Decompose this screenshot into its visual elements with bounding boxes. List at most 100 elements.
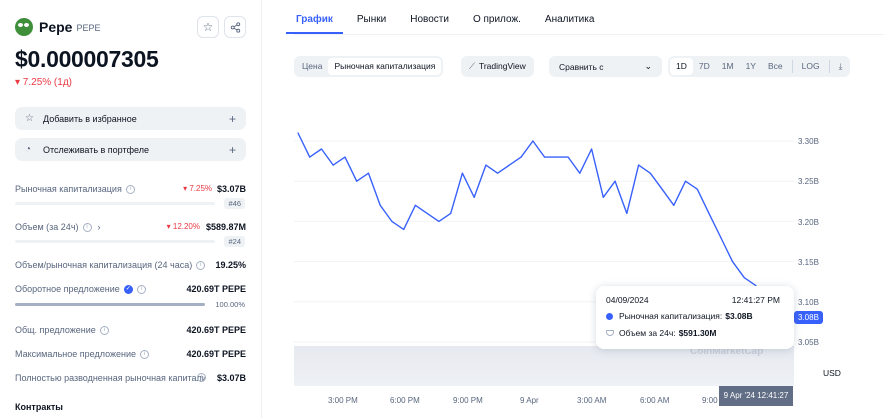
max-supply-label: Максимальное предложение [15, 349, 137, 359]
data-point [520, 156, 522, 158]
tab-analytics[interactable]: Аналитика [544, 14, 595, 25]
tab-markets[interactable]: Рынки [356, 14, 387, 25]
data-point [649, 172, 651, 174]
vol-mcap-value: 19.25% [215, 260, 246, 270]
track-portfolio-button[interactable]: ◔ Отслеживать в портфеле + [15, 138, 246, 161]
tooltip-time: 12:41:27 PM [731, 295, 780, 305]
info-icon[interactable]: i [197, 373, 206, 382]
data-point [684, 180, 687, 182]
coin-symbol: PEPE [76, 23, 101, 33]
tooltip-volume-row: Объем за 24ч: $591.30M [606, 328, 717, 338]
chevron-right-icon[interactable]: › [97, 222, 101, 232]
data-point [731, 261, 734, 263]
stat-max-supply: Максимальное предложение i 420.69T PEPE [15, 349, 246, 359]
info-icon[interactable]: i [196, 260, 206, 270]
data-point [497, 172, 499, 174]
data-point [602, 196, 604, 198]
x-tick-label: 6:00 AM [640, 396, 670, 405]
circulating-progress-bar [15, 303, 205, 306]
add-favorite-label: Добавить в избранное [43, 113, 137, 124]
range-7d-button[interactable]: 7D [698, 61, 710, 71]
tab-about[interactable]: О прилож. [472, 14, 521, 25]
market-cap-toggle-button[interactable]: Рыночная капитализация [328, 58, 442, 75]
coin-price: $0.000007305 [15, 46, 159, 72]
data-point [743, 277, 745, 279]
data-point [414, 204, 417, 206]
stat-volume: Объем (за 24ч) i › ▾ 12.20% $589.87M [15, 222, 246, 232]
coin-name: Pepe [39, 19, 73, 35]
compare-dropdown[interactable]: Сравнить с ⌄ [549, 56, 662, 77]
data-point [532, 140, 534, 142]
volume-value: $589.87M [205, 222, 246, 232]
coinmarketcap-watermark: CoinMarketCap [690, 346, 764, 357]
info-icon[interactable]: i [125, 184, 135, 194]
data-point [297, 132, 299, 134]
fdv-value: $3.07B [216, 373, 246, 383]
data-point [426, 212, 428, 214]
data-point [379, 204, 381, 206]
info-icon[interactable]: i [136, 284, 146, 294]
verified-icon: ✓ [123, 284, 133, 294]
data-point [356, 180, 358, 182]
star-icon[interactable]: ☆ [197, 16, 219, 38]
range-all-button[interactable]: Все [767, 61, 783, 71]
data-point [579, 172, 581, 174]
chart-tooltip: 04/09/2024 12:41:27 PM Рыночная капитали… [596, 286, 794, 349]
market-cap-bar [15, 202, 215, 205]
data-point [637, 164, 640, 166]
data-point [590, 148, 593, 150]
tab-news[interactable]: Новости [410, 14, 449, 25]
market-cap-value: $3.07B [216, 184, 246, 194]
tooltip-volume-value: $591.30M [678, 328, 717, 338]
circulating-value: 420.69T PEPE [186, 284, 246, 294]
y-tick-label: 3.30B [798, 137, 819, 146]
range-1y-button[interactable]: 1Y [745, 61, 756, 71]
tooltip-mcap-value: $3.08B [725, 311, 753, 321]
chevron-down-icon: ⌄ [644, 61, 652, 71]
tradingview-button[interactable]: ⟋ TradingView [461, 56, 534, 77]
data-point [720, 236, 722, 239]
data-point [461, 172, 464, 174]
tradingview-label: TradingView [478, 61, 526, 71]
compare-label: Сравнить с [559, 61, 604, 72]
add-favorite-button[interactable]: ☆ Добавить в избранное + [15, 107, 246, 130]
y-tick-label: 3.15B [798, 258, 819, 267]
download-icon[interactable]: ⤓ [838, 61, 843, 71]
data-point [614, 180, 616, 182]
data-point [555, 156, 557, 158]
data-point [403, 228, 405, 231]
tab-chart[interactable]: График [286, 8, 343, 34]
info-icon[interactable]: i [140, 349, 150, 359]
y-tick-label: 3.05B [798, 338, 819, 347]
crosshair-time-badge: 9 Apr '24 12:41:27 [719, 386, 793, 406]
data-point [485, 164, 487, 166]
market-cap-change: ▾ 7.25% [183, 184, 212, 193]
plus-icon: + [228, 111, 236, 126]
info-icon[interactable]: i [99, 325, 109, 335]
price-chart[interactable] [294, 100, 795, 386]
data-point [367, 172, 370, 174]
market-cap-label: Рыночная капитализация [15, 184, 122, 194]
pie-chart-icon: ◔ [25, 144, 32, 155]
stat-fdv: Полностью разводненная рыночная капитали… [15, 373, 246, 383]
coin-header: Pepe PEPE [15, 18, 100, 36]
share-icon[interactable] [224, 16, 246, 38]
coin-sidebar: Pepe PEPE ☆ $0.000007305 ▾ 7.25% (1д) ☆ … [0, 0, 262, 418]
data-point [450, 212, 452, 214]
log-scale-button[interactable]: LOG [801, 61, 820, 71]
range-1d-button[interactable]: 1D [670, 58, 693, 75]
price-change: ▾ 7.25% (1д) [15, 77, 72, 88]
tooltip-volume-label: Объем за 24ч: [619, 328, 676, 338]
data-point [473, 196, 475, 198]
data-point [567, 156, 569, 158]
info-icon[interactable]: i [82, 222, 92, 232]
data-point [344, 156, 346, 158]
series-dot-icon [606, 312, 613, 320]
volume-rank: #24 [224, 236, 245, 247]
volume-icon [606, 330, 614, 336]
track-portfolio-label: Отслеживать в портфеле [43, 144, 149, 155]
price-toggle-button[interactable]: Цена [302, 61, 323, 71]
range-1m-button[interactable]: 1M [721, 61, 734, 71]
data-point [438, 220, 440, 222]
